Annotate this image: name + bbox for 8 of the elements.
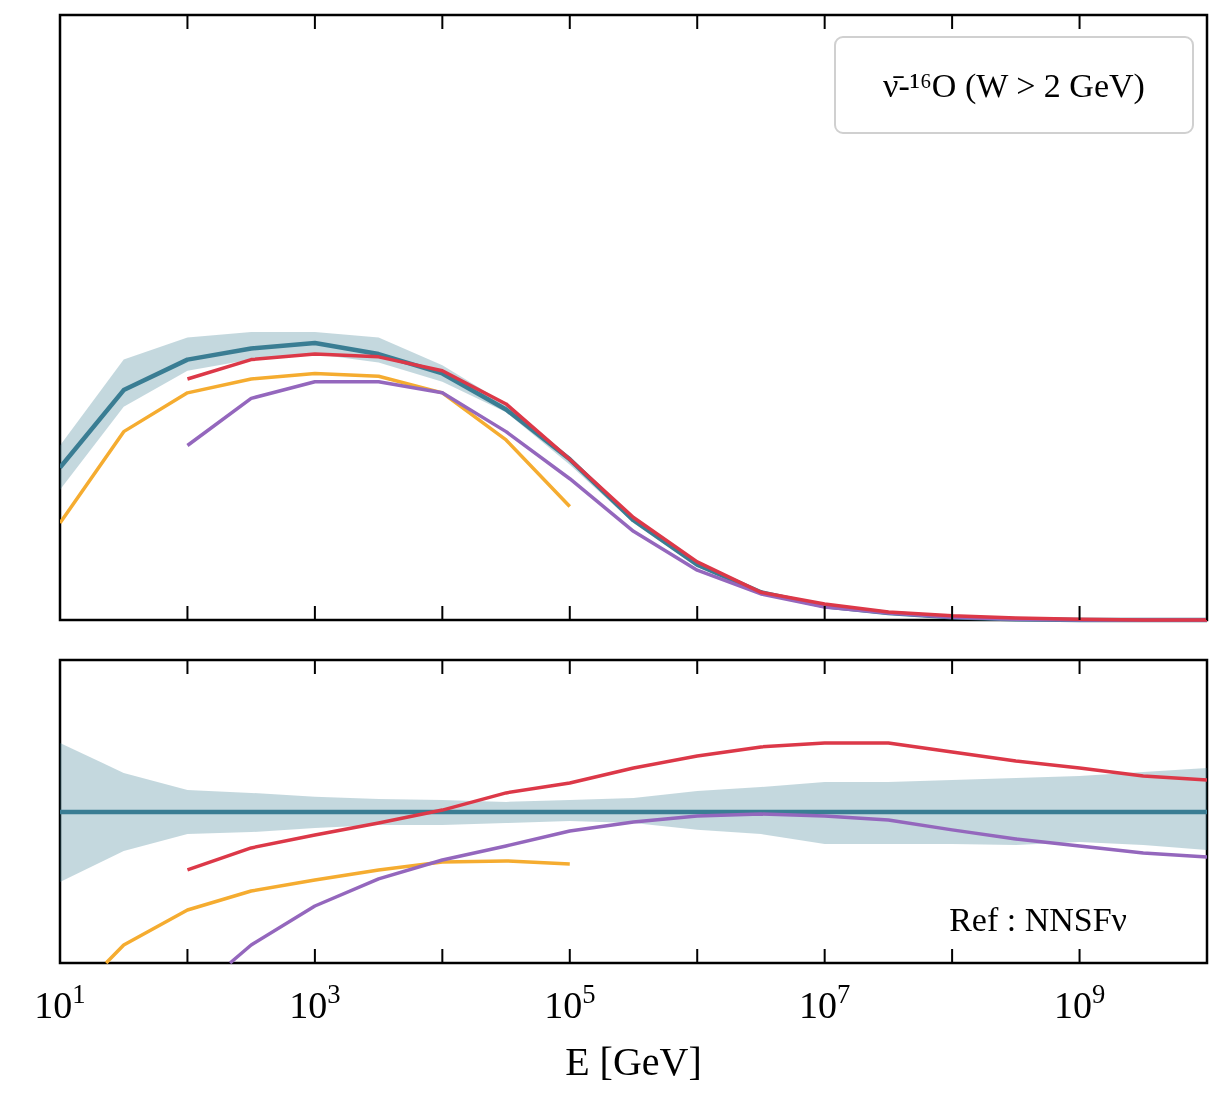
x-tick-label: 10$^{7}$ xyxy=(799,979,851,1026)
annotation: Ref : NNSFν xyxy=(949,901,1127,938)
text: ν̄-¹⁶O (W > 2 GeV) xyxy=(883,67,1145,105)
x-tick-label: 10$^{3}$ xyxy=(289,979,341,1026)
x-tick-label: 10$^{9}$ xyxy=(1053,979,1106,1026)
x-tick-label: 10$^{1}$ xyxy=(34,979,86,1026)
x-tick-label: 10$^{5}$ xyxy=(544,979,596,1026)
x-axis-title: E [GeV] xyxy=(565,1039,702,1084)
